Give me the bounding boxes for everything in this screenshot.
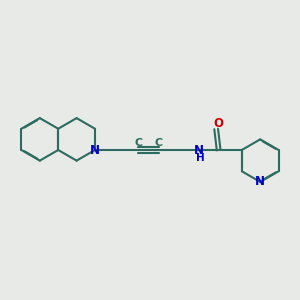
Text: N: N xyxy=(255,176,265,188)
Text: O: O xyxy=(213,117,223,130)
Text: C: C xyxy=(155,138,163,148)
Text: N: N xyxy=(90,143,100,157)
Text: N: N xyxy=(194,143,204,157)
Text: C: C xyxy=(134,138,142,148)
Text: H: H xyxy=(196,153,205,163)
